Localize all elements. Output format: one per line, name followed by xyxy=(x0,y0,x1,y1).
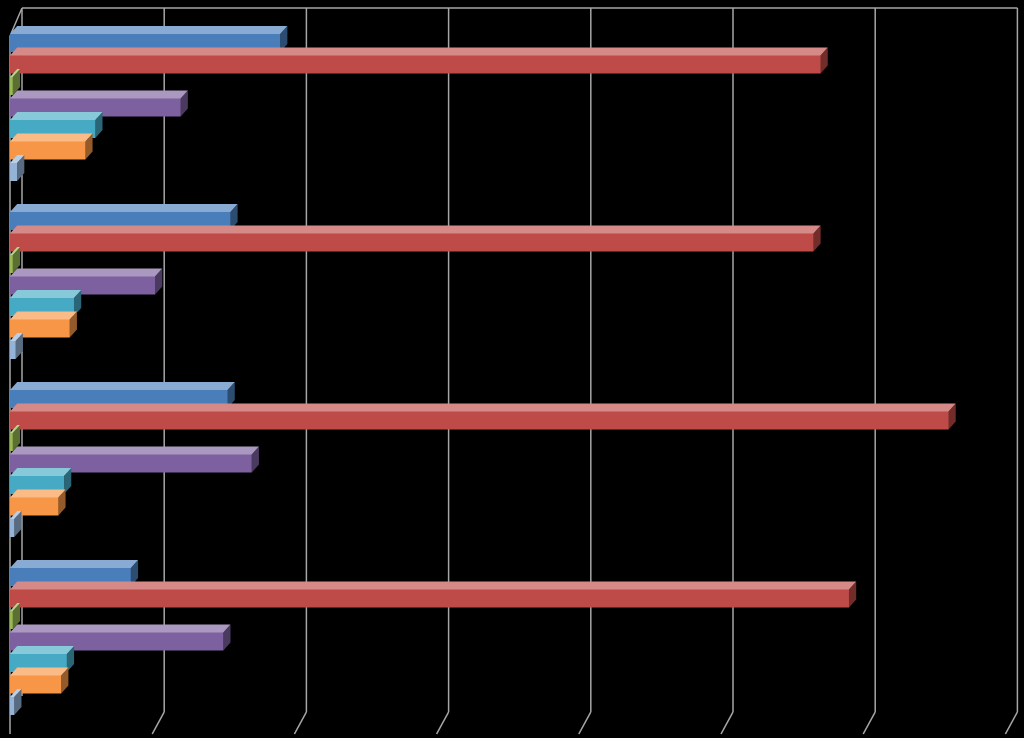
bar-front-face xyxy=(10,319,70,338)
bar-top-face xyxy=(10,47,828,56)
bar-top-face xyxy=(10,511,22,519)
bar-top-face xyxy=(10,489,66,498)
gridline-floor xyxy=(1004,711,1019,735)
bar-top-face xyxy=(10,133,93,142)
bar xyxy=(10,311,77,338)
bar-side-face xyxy=(58,489,66,516)
bar xyxy=(10,69,21,95)
bar-side-face xyxy=(12,603,21,629)
bar-top-face xyxy=(10,69,21,77)
bar xyxy=(10,403,956,430)
gridline-floor xyxy=(293,711,308,735)
bar-side-face xyxy=(223,624,231,651)
bar-front-face xyxy=(10,433,13,451)
bar-front-face xyxy=(10,233,814,252)
bar-side-face xyxy=(66,646,75,672)
bar-front-face xyxy=(10,55,821,74)
bar xyxy=(10,581,857,608)
bar-side-face xyxy=(69,311,77,338)
bar-side-face xyxy=(12,247,21,273)
bar-top-face xyxy=(10,446,259,455)
bar-top-face xyxy=(10,603,21,611)
bar-front-face xyxy=(10,675,62,694)
bar-top-face xyxy=(10,90,188,99)
bar-side-face xyxy=(12,69,21,95)
bar-front-face xyxy=(10,411,949,430)
bar-side-face xyxy=(848,581,857,608)
gridline-floor xyxy=(578,711,592,735)
bar xyxy=(10,489,66,516)
bar-top-face xyxy=(10,646,75,654)
bar-front-face xyxy=(10,255,13,273)
bars xyxy=(10,26,956,715)
bar-top-face xyxy=(10,311,77,320)
bar-front-face xyxy=(10,497,59,516)
bar-top-face xyxy=(10,468,72,476)
bar-top-face xyxy=(10,112,103,120)
bar-top-face xyxy=(10,560,139,568)
gridline-floor xyxy=(151,711,165,735)
bar-front-face xyxy=(10,163,18,181)
bar-side-face xyxy=(12,425,21,451)
bar xyxy=(10,133,93,160)
bar-side-face xyxy=(14,511,22,537)
bar-side-face xyxy=(14,689,22,715)
bar-front-face xyxy=(10,519,15,537)
bar-top-face xyxy=(10,403,956,412)
bar-top-face xyxy=(10,624,231,633)
bar-top-face xyxy=(10,581,857,590)
bar xyxy=(10,689,22,715)
bar-side-face xyxy=(17,155,25,181)
gridline-floor xyxy=(720,711,734,735)
bar xyxy=(10,47,828,74)
bar-side-face xyxy=(73,290,82,316)
bar xyxy=(10,667,69,694)
bar xyxy=(10,247,21,273)
bar xyxy=(10,425,21,451)
bar-front-face xyxy=(10,611,13,629)
bar-side-face xyxy=(15,333,23,359)
bar-side-face xyxy=(130,560,139,586)
bar-side-face xyxy=(155,268,163,295)
bar-top-face xyxy=(10,689,22,697)
bar-side-face xyxy=(64,468,72,494)
bar-side-face xyxy=(95,112,103,138)
bar-top-face xyxy=(10,667,69,676)
bar xyxy=(10,225,821,252)
bar xyxy=(10,333,23,359)
bar-side-face xyxy=(813,225,821,252)
bar-side-face xyxy=(251,446,259,473)
bar-top-face xyxy=(10,333,23,341)
bar-side-face xyxy=(61,667,69,694)
bar xyxy=(10,511,22,537)
bar-top-face xyxy=(10,155,25,163)
bar-front-face xyxy=(10,589,849,608)
bar-front-face xyxy=(10,141,86,160)
bar-side-face xyxy=(85,133,93,160)
bar-side-face xyxy=(820,47,828,74)
bar-top-face xyxy=(10,225,821,234)
bar xyxy=(10,155,25,181)
corner-top xyxy=(9,7,23,37)
bar-side-face xyxy=(280,26,288,52)
bar-top-face xyxy=(10,425,21,433)
bar-top-face xyxy=(10,204,238,212)
bar xyxy=(10,603,21,629)
bar-side-face xyxy=(948,403,956,430)
gridline-floor xyxy=(862,711,876,735)
bar-side-face xyxy=(230,204,238,230)
bar-side-face xyxy=(227,382,235,408)
bar-front-face xyxy=(10,77,13,95)
bar-top-face xyxy=(10,382,235,390)
bar-front-face xyxy=(10,341,16,359)
gridline-floor xyxy=(435,711,450,735)
bar-top-face xyxy=(10,26,288,34)
bar-front-face xyxy=(10,697,15,715)
bar-side-face xyxy=(180,90,188,117)
bar-top-face xyxy=(10,268,163,277)
bar-top-face xyxy=(10,247,21,255)
bar-top-face xyxy=(10,290,82,298)
